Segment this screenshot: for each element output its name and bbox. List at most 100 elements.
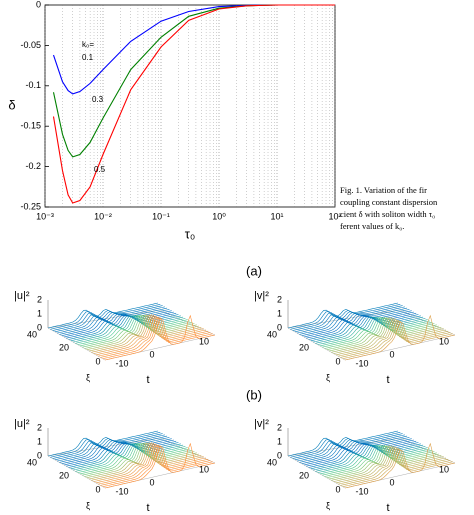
xi-tick-label: 20 xyxy=(59,470,69,480)
surface-line xyxy=(338,446,449,485)
surface-line xyxy=(82,315,193,348)
panel-label: (b) xyxy=(246,387,262,402)
x-tick-label: 10² xyxy=(328,211,341,221)
t-label: t xyxy=(386,502,389,514)
surface-line xyxy=(328,444,440,480)
surface-line xyxy=(68,314,179,340)
caption-line: cient δ with soliton width τ₀ xyxy=(340,209,435,219)
x-tick-label: 10¹ xyxy=(270,211,283,221)
t-label: t xyxy=(386,374,389,386)
surface-line xyxy=(342,449,453,487)
legend-title: k₀= xyxy=(82,40,94,49)
surface-line xyxy=(344,442,456,489)
t-tick-label: -10 xyxy=(355,486,368,496)
surface-line xyxy=(100,316,211,358)
surface-line xyxy=(303,311,415,338)
z-tick-label: 0 xyxy=(37,450,42,460)
xi-tick-label: 40 xyxy=(27,329,37,339)
xi-tick-label: 40 xyxy=(267,329,277,339)
surface-line xyxy=(324,445,435,477)
surface-line xyxy=(73,315,184,343)
series-line xyxy=(52,4,335,95)
surface-line xyxy=(84,315,195,349)
z-label: |v|² xyxy=(254,290,269,302)
surface-line xyxy=(324,317,435,349)
surface-line xyxy=(61,438,172,464)
legend-label: 0.5 xyxy=(94,165,106,174)
surface-line xyxy=(77,443,188,473)
x-tick-label: 10⁻² xyxy=(94,211,112,221)
surface-line xyxy=(95,442,206,484)
xi-tick-label: 20 xyxy=(59,342,69,352)
surface-line xyxy=(102,317,213,359)
surface-line xyxy=(91,441,202,481)
xi-tick-label: 0 xyxy=(95,484,100,494)
surface-line xyxy=(326,317,437,351)
t-tick-label: 0 xyxy=(149,349,154,359)
xi-tick-label: 20 xyxy=(299,342,309,352)
surface-line xyxy=(306,440,417,467)
z-tick-label: 2 xyxy=(277,294,282,304)
caption-line: Fig. 1. Variation of the fir xyxy=(340,185,427,195)
surface-line xyxy=(319,317,430,347)
surface-line xyxy=(301,310,412,336)
surface-line xyxy=(59,309,170,335)
surface-line xyxy=(50,304,161,330)
surface-line xyxy=(338,318,449,357)
x-axis-label: τ₀ xyxy=(185,226,196,241)
surface-line xyxy=(292,433,403,459)
xi-tick-label: 0 xyxy=(335,484,340,494)
surface-line xyxy=(299,309,410,335)
legend-label: 0.3 xyxy=(92,95,104,104)
z-tick-label: 1 xyxy=(37,308,42,318)
z-tick-label: 1 xyxy=(37,436,42,446)
surface-line xyxy=(342,321,453,359)
surface-line xyxy=(310,315,421,342)
z-tick-label: 2 xyxy=(37,422,42,432)
surface-line xyxy=(287,430,399,457)
series-line xyxy=(52,4,335,158)
t-tick-label: 10 xyxy=(199,464,209,474)
surface-line xyxy=(104,442,216,489)
y-tick-label: -0.1 xyxy=(25,80,41,90)
z-tick-label: 0 xyxy=(277,450,282,460)
surface-line xyxy=(313,316,424,343)
t-tick-label: 10 xyxy=(439,464,449,474)
xi-tick-label: 40 xyxy=(267,457,277,467)
surface-line xyxy=(297,435,408,462)
surface-line xyxy=(294,434,405,461)
t-tick-label: 0 xyxy=(389,477,394,487)
xi-label: ξ xyxy=(86,500,90,510)
surface-line xyxy=(88,442,200,480)
z-tick-label: 2 xyxy=(277,422,282,432)
surface-line xyxy=(86,442,197,479)
surface-line xyxy=(88,314,200,352)
y-tick-label: -0.25 xyxy=(20,201,41,211)
surface-line xyxy=(57,435,168,462)
surface-line xyxy=(317,317,428,345)
plot-frame xyxy=(44,4,336,208)
surface-line xyxy=(98,443,209,485)
xi-label: ξ xyxy=(326,372,330,382)
surface-line xyxy=(331,316,442,353)
surface-line xyxy=(319,445,430,475)
surface-line xyxy=(86,314,197,351)
surface-line xyxy=(301,438,412,464)
surface-line xyxy=(335,445,446,484)
z-label: |u|² xyxy=(14,290,30,302)
surface-line xyxy=(290,432,401,458)
xi-tick-label: 0 xyxy=(335,356,340,366)
z-tick-label: 1 xyxy=(277,308,282,318)
xi-label: ξ xyxy=(86,372,90,382)
surface-line xyxy=(84,443,195,477)
surface-line xyxy=(340,447,451,486)
t-tick-label: 0 xyxy=(389,349,394,359)
surface-line xyxy=(50,432,161,458)
surface-line xyxy=(52,433,163,459)
surface-line xyxy=(68,442,179,468)
surface-line xyxy=(290,304,401,330)
